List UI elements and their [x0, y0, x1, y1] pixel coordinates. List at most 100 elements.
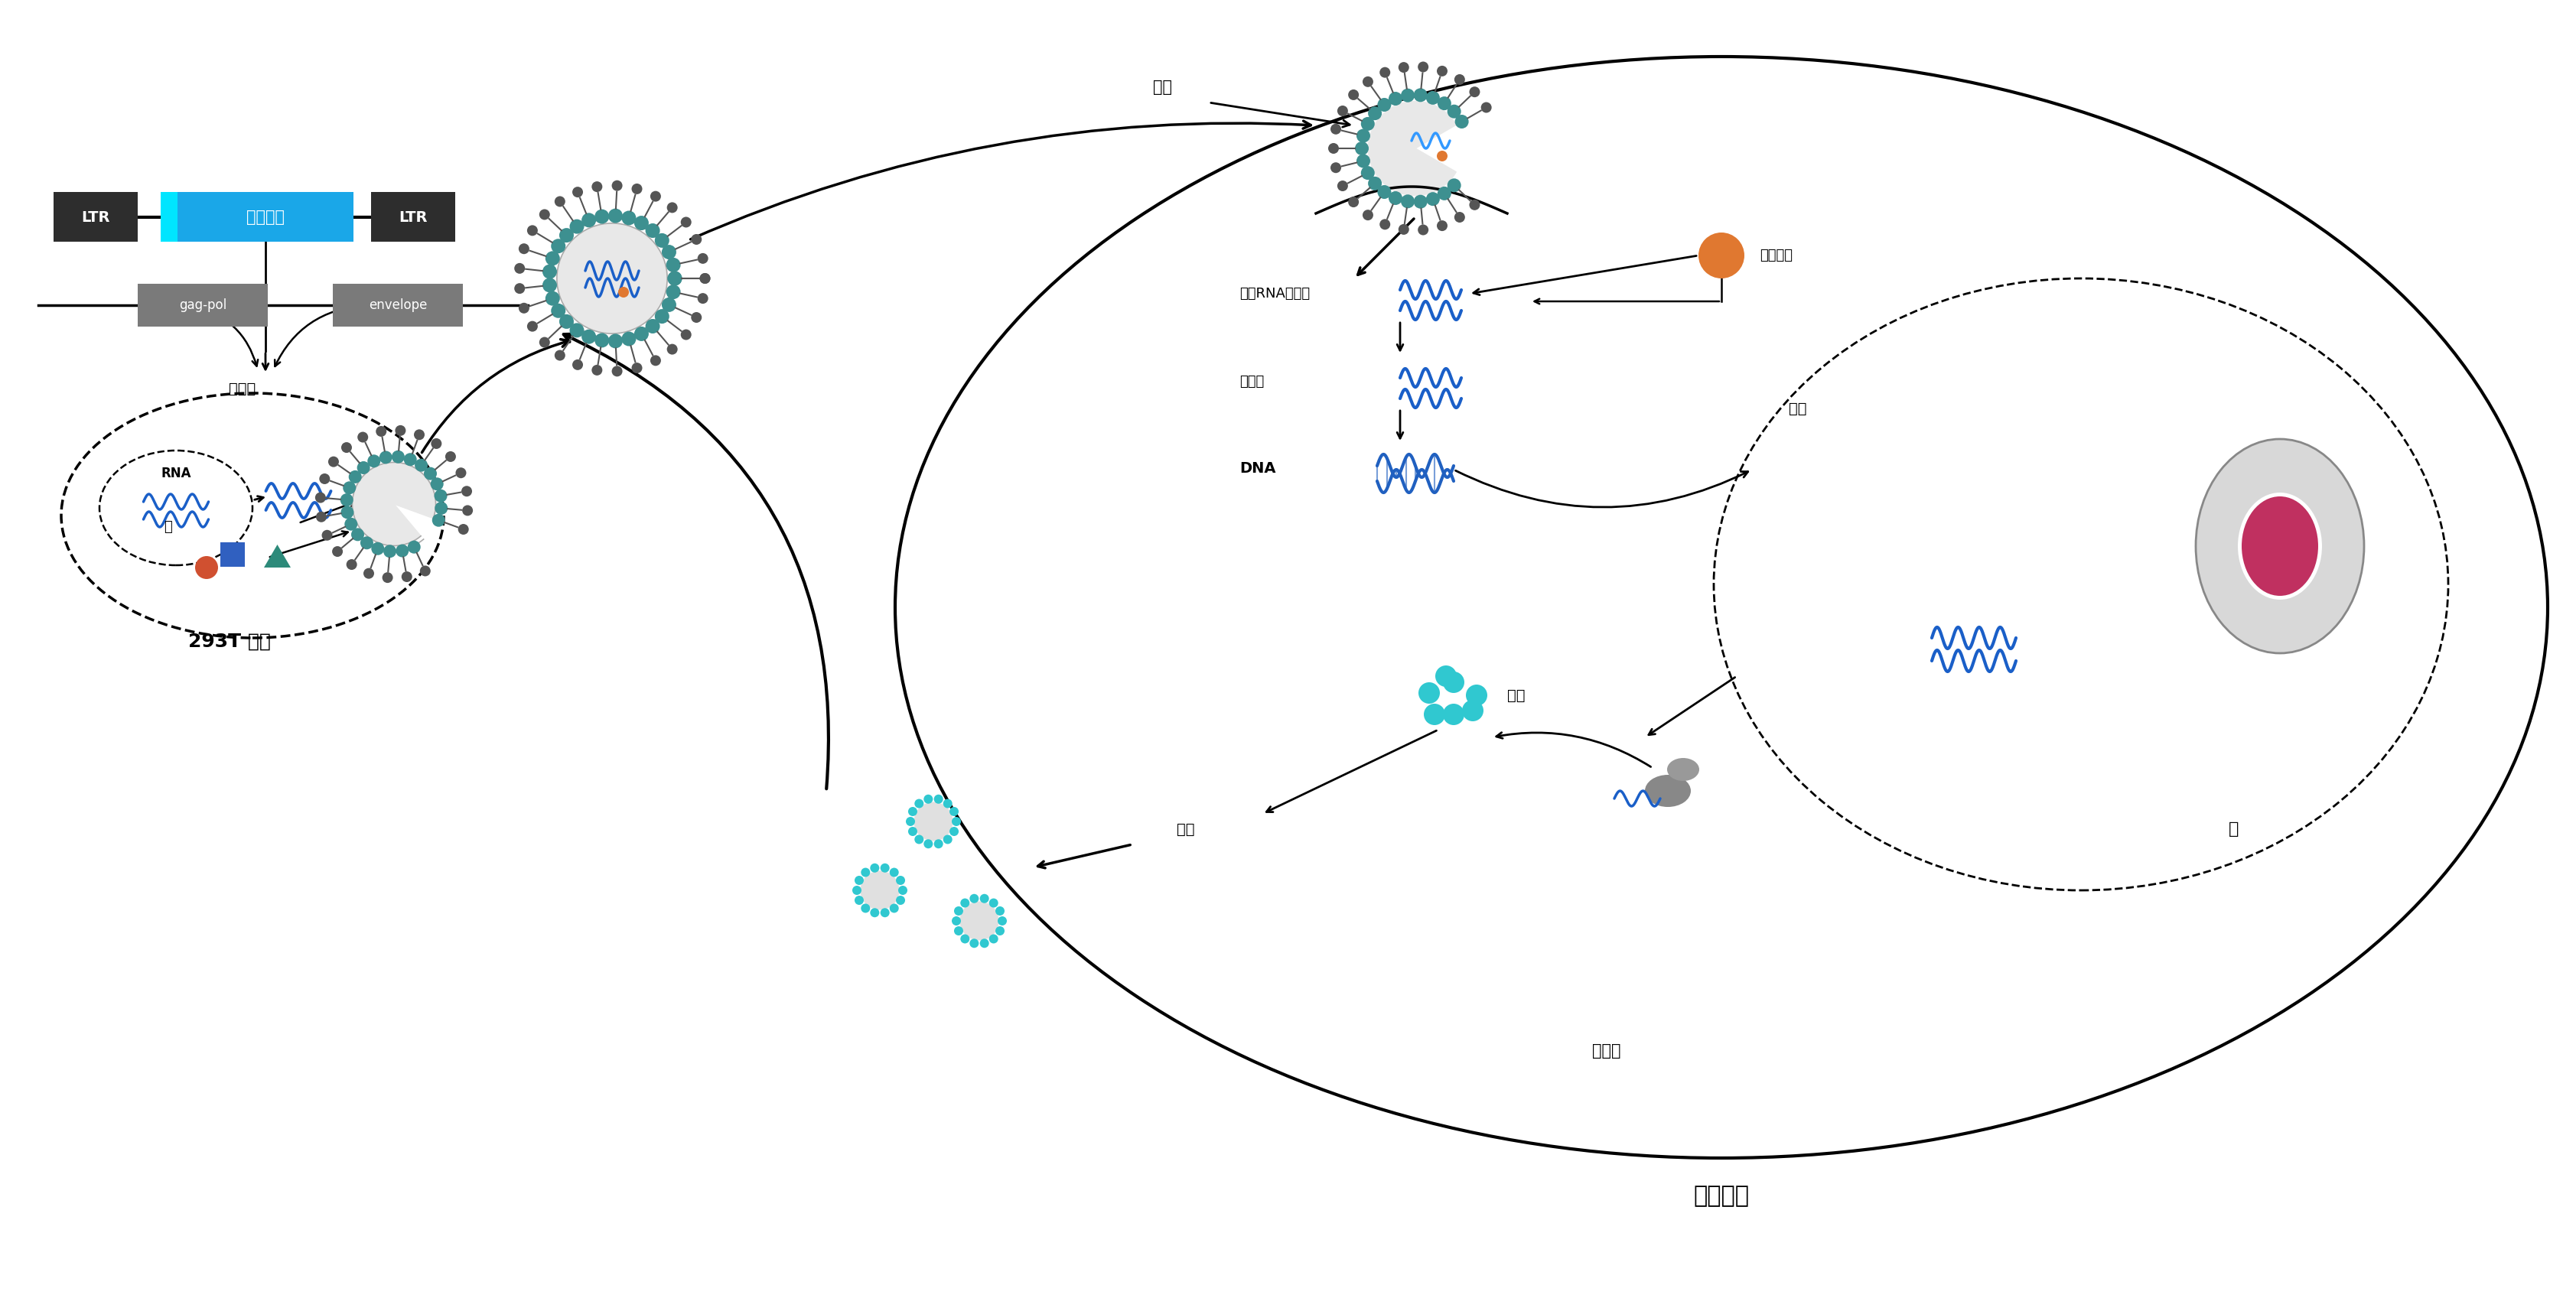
Circle shape: [1414, 88, 1427, 102]
Circle shape: [430, 438, 440, 448]
Circle shape: [1437, 97, 1450, 110]
Circle shape: [701, 273, 711, 283]
Circle shape: [611, 181, 623, 191]
Circle shape: [363, 568, 374, 578]
Circle shape: [621, 211, 636, 225]
Circle shape: [997, 916, 1007, 926]
Circle shape: [551, 303, 567, 319]
Text: 分泌: 分泌: [1177, 822, 1195, 836]
Circle shape: [1360, 117, 1376, 131]
Circle shape: [953, 927, 963, 936]
Circle shape: [1455, 75, 1466, 85]
Circle shape: [855, 876, 863, 885]
Circle shape: [1427, 193, 1440, 206]
Circle shape: [446, 451, 456, 461]
Text: 病毒RNA基因组: 病毒RNA基因组: [1239, 287, 1311, 300]
Circle shape: [435, 502, 448, 515]
Circle shape: [196, 556, 219, 579]
Circle shape: [925, 794, 933, 804]
FancyBboxPatch shape: [371, 193, 456, 243]
Circle shape: [698, 253, 708, 264]
Circle shape: [1437, 66, 1448, 76]
Circle shape: [935, 794, 943, 804]
Circle shape: [951, 827, 958, 836]
Circle shape: [433, 514, 446, 527]
Circle shape: [994, 906, 1005, 915]
Polygon shape: [353, 463, 435, 545]
Circle shape: [322, 530, 332, 540]
Circle shape: [647, 319, 659, 333]
Circle shape: [1329, 163, 1342, 173]
Ellipse shape: [1667, 758, 1700, 781]
Circle shape: [317, 511, 327, 522]
Circle shape: [515, 283, 526, 294]
Circle shape: [701, 273, 711, 283]
Text: 侵染: 侵染: [1154, 80, 1172, 94]
Ellipse shape: [62, 393, 443, 638]
Circle shape: [1414, 195, 1427, 208]
Circle shape: [680, 329, 690, 340]
Circle shape: [1368, 106, 1381, 121]
Circle shape: [1388, 191, 1401, 205]
Circle shape: [1698, 232, 1744, 278]
Circle shape: [1378, 185, 1391, 199]
Circle shape: [430, 477, 443, 490]
Circle shape: [345, 560, 358, 570]
Circle shape: [554, 197, 564, 207]
Circle shape: [554, 350, 564, 361]
Circle shape: [1455, 115, 1468, 128]
Circle shape: [592, 364, 603, 375]
Circle shape: [1378, 98, 1391, 111]
Circle shape: [909, 827, 917, 836]
Circle shape: [1463, 700, 1484, 721]
Ellipse shape: [1646, 775, 1690, 808]
Circle shape: [1437, 186, 1450, 201]
Circle shape: [667, 258, 680, 273]
Circle shape: [345, 518, 358, 531]
Text: LTR: LTR: [82, 210, 111, 224]
Polygon shape: [263, 544, 291, 568]
FancyBboxPatch shape: [222, 543, 245, 566]
Circle shape: [1437, 151, 1448, 161]
Circle shape: [350, 528, 363, 541]
Circle shape: [343, 481, 355, 494]
Circle shape: [1381, 67, 1391, 77]
FancyBboxPatch shape: [54, 193, 137, 243]
Circle shape: [559, 228, 574, 243]
Circle shape: [631, 363, 641, 374]
Text: gag-pol: gag-pol: [178, 299, 227, 312]
Circle shape: [461, 505, 474, 515]
Circle shape: [1347, 197, 1360, 207]
Circle shape: [528, 321, 538, 332]
Circle shape: [925, 839, 933, 848]
Circle shape: [649, 355, 662, 366]
Circle shape: [528, 225, 538, 236]
Ellipse shape: [2241, 497, 2318, 595]
Ellipse shape: [1713, 278, 2447, 890]
Circle shape: [667, 202, 677, 212]
Circle shape: [951, 817, 961, 826]
Circle shape: [1401, 194, 1414, 208]
Circle shape: [515, 264, 526, 274]
Text: RNA: RNA: [160, 467, 191, 480]
Text: DNA: DNA: [1239, 461, 1275, 476]
Circle shape: [979, 894, 989, 903]
Circle shape: [1337, 181, 1347, 191]
Circle shape: [881, 864, 889, 873]
Circle shape: [634, 326, 649, 341]
Circle shape: [889, 903, 899, 912]
Circle shape: [1358, 155, 1370, 168]
Circle shape: [1468, 199, 1481, 210]
Circle shape: [698, 294, 708, 304]
Circle shape: [327, 456, 340, 467]
Circle shape: [435, 489, 448, 502]
Circle shape: [667, 343, 677, 354]
Circle shape: [1455, 212, 1466, 223]
Circle shape: [1417, 224, 1430, 235]
Circle shape: [860, 868, 871, 877]
Circle shape: [319, 473, 330, 484]
Circle shape: [1435, 666, 1455, 687]
Circle shape: [1468, 87, 1481, 97]
Circle shape: [649, 191, 662, 202]
Circle shape: [690, 312, 701, 323]
